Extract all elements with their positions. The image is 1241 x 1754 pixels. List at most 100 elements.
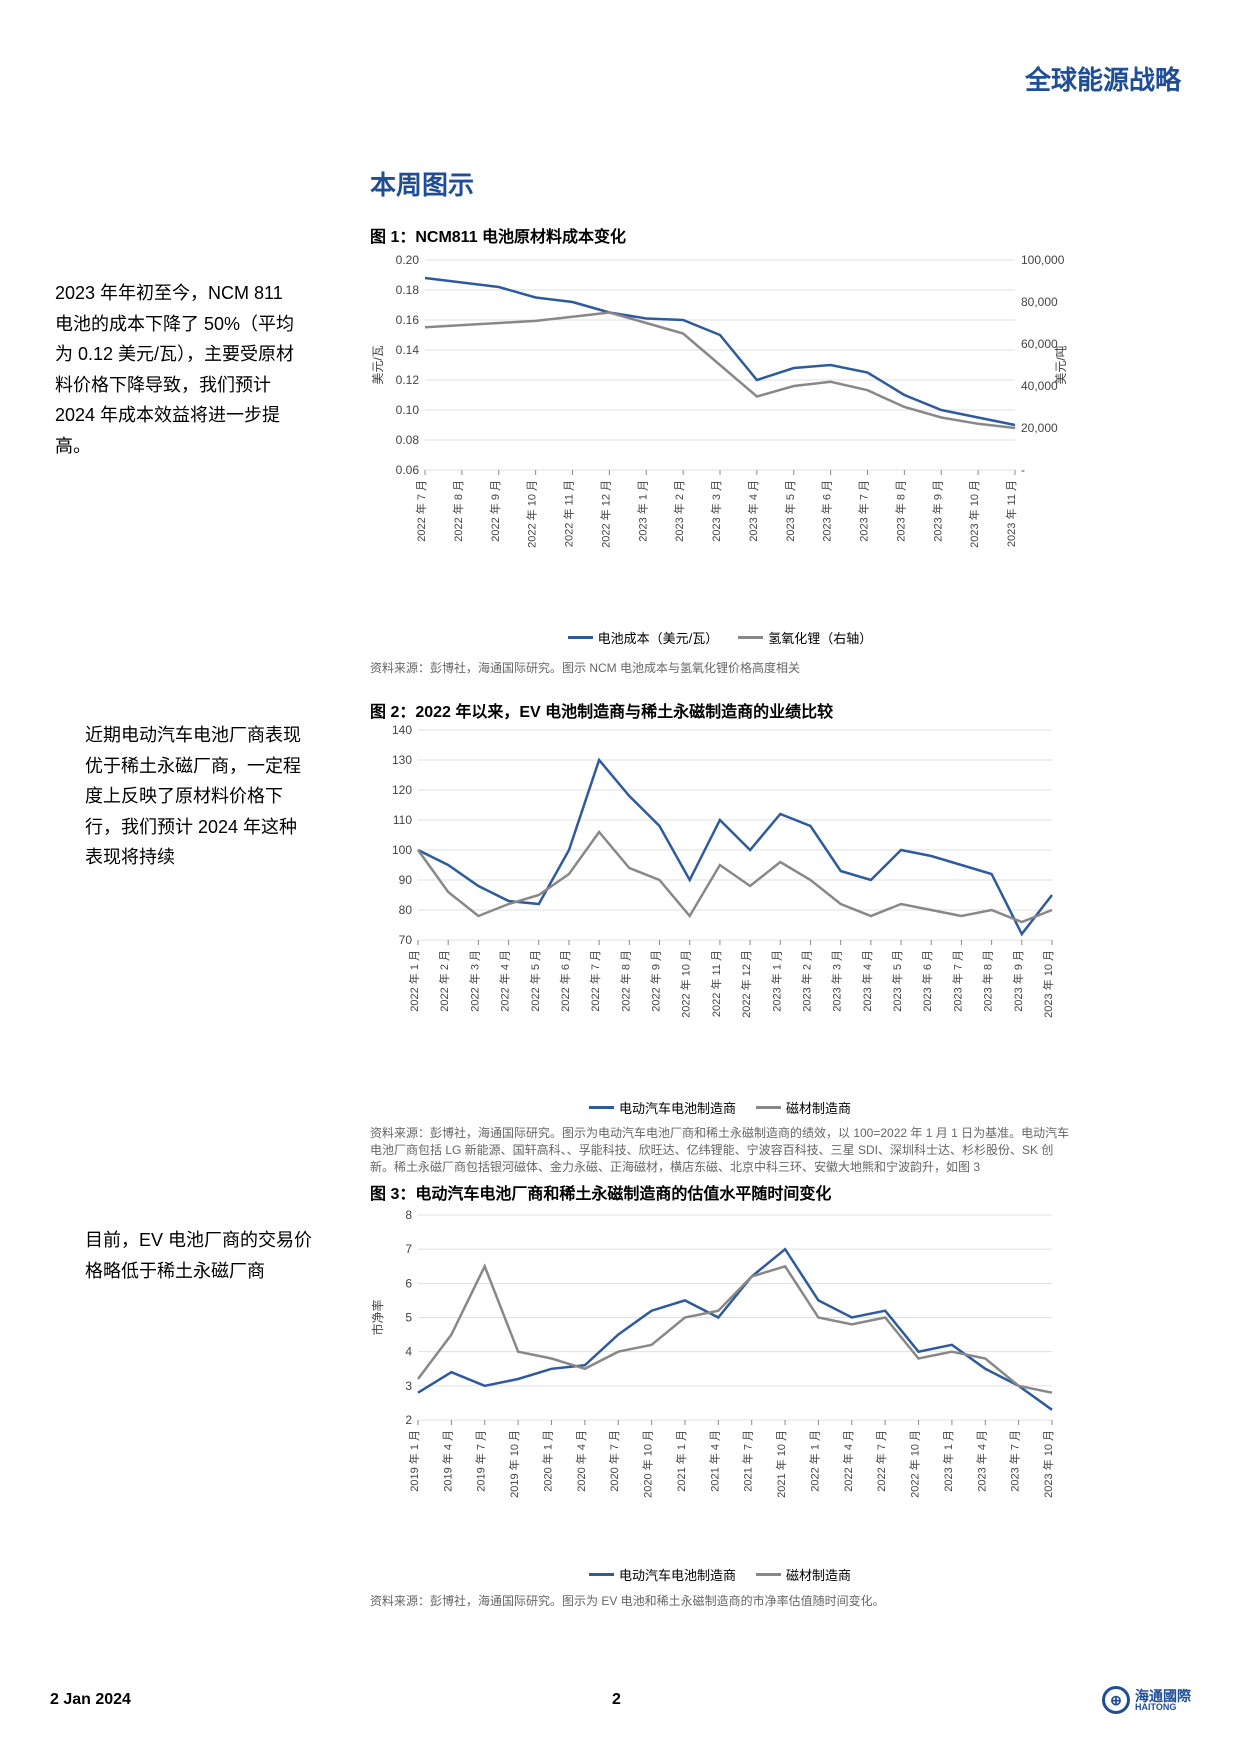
svg-text:4: 4	[405, 1345, 412, 1359]
fig2-chart: 7080901001101201301402022 年 1 月2022 年 2 …	[370, 720, 1070, 1055]
svg-text:2023 年 10 月: 2023 年 10 月	[967, 480, 981, 548]
fig1-source: 资料来源：彭博社，海通国际研究。图示 NCM 电池成本与氢氧化锂价格高度相关	[370, 660, 1070, 677]
svg-text:6: 6	[405, 1276, 412, 1290]
svg-text:2023 年 9 月: 2023 年 9 月	[1011, 950, 1025, 1012]
svg-text:2023 年 8 月: 2023 年 8 月	[893, 480, 907, 542]
svg-text:2020 年 7 月: 2020 年 7 月	[607, 1430, 621, 1492]
svg-text:2022 年 2 月: 2022 年 2 月	[437, 950, 451, 1012]
svg-text:2023 年 3 月: 2023 年 3 月	[830, 950, 844, 1012]
fig3-legend: 电动汽车电池制造商 磁材制造商	[480, 1565, 960, 1584]
svg-text:60,000: 60,000	[1021, 337, 1058, 351]
fig2-legend-item-2: 磁材制造商	[756, 1098, 851, 1117]
fig3-source: 资料来源：彭博社，海通国际研究。图示为 EV 电池和稀土永磁制造商的市净率估值随…	[370, 1593, 1070, 1610]
svg-text:2020 年 1 月: 2020 年 1 月	[540, 1430, 554, 1492]
svg-text:2022 年 10 月: 2022 年 10 月	[525, 480, 539, 548]
fig3-chart: 23456782019 年 1 月2019 年 4 月2019 年 7 月201…	[370, 1205, 1070, 1535]
svg-text:2021 年 1 月: 2021 年 1 月	[674, 1430, 688, 1492]
fig1-legend: 电池成本（美元/瓦） 氢氧化锂（右轴）	[480, 628, 960, 647]
svg-text:2023 年 7 月: 2023 年 7 月	[1008, 1430, 1022, 1492]
svg-text:110: 110	[393, 813, 412, 827]
svg-text:80,000: 80,000	[1021, 295, 1058, 309]
svg-text:3: 3	[405, 1379, 412, 1393]
side-note-2: 近期电动汽车电池厂商表现优于稀土永磁厂商，一定程度上反映了原材料价格下行，我们预…	[85, 720, 315, 873]
svg-text:2023 年 9 月: 2023 年 9 月	[930, 480, 944, 542]
fig1-chart: 0.06 0.08 0.10 0.12 0.14 0.16 0.18 0.20 - 20,000 4…	[370, 250, 1070, 585]
svg-text:2023 年 2 月: 2023 年 2 月	[672, 480, 686, 542]
page-footer: 2 Jan 2024 2 ⊕ 海通國際 HAITONG	[50, 1686, 1191, 1714]
fig1-title: 图 1：NCM811 电池原材料成本变化	[370, 223, 626, 247]
fig3-legend-item-2: 磁材制造商	[756, 1565, 851, 1584]
fig1-legend-item-1: 电池成本（美元/瓦）	[568, 628, 719, 647]
brand-logo: ⊕ 海通國際 HAITONG	[1102, 1686, 1191, 1714]
svg-text:0.16: 0.16	[396, 313, 420, 327]
svg-text:140: 140	[392, 723, 412, 737]
svg-text:2019 年 10 月: 2019 年 10 月	[507, 1430, 521, 1498]
svg-text:2023 年 3 月: 2023 年 3 月	[709, 480, 723, 542]
svg-text:0.20: 0.20	[396, 253, 420, 267]
svg-text:20,000: 20,000	[1021, 421, 1058, 435]
svg-text:0.08: 0.08	[396, 433, 420, 447]
svg-text:2022 年 1 月: 2022 年 1 月	[407, 950, 421, 1012]
svg-text:2019 年 4 月: 2019 年 4 月	[440, 1430, 454, 1492]
svg-text:2022 年 10 月: 2022 年 10 月	[679, 950, 693, 1018]
svg-text:5: 5	[405, 1311, 412, 1325]
svg-text:2022 年 12 月: 2022 年 12 月	[598, 480, 612, 548]
section-title: 本周图示	[370, 165, 474, 202]
svg-text:120: 120	[392, 783, 412, 797]
svg-text:130: 130	[392, 753, 412, 767]
svg-text:2022 年 1 月: 2022 年 1 月	[807, 1430, 821, 1492]
svg-text:2021 年 10 月: 2021 年 10 月	[774, 1430, 788, 1498]
svg-text:2022 年 5 月: 2022 年 5 月	[528, 950, 542, 1012]
fig3-legend-item-1: 电动汽车电池制造商	[589, 1565, 736, 1584]
logo-icon: ⊕	[1102, 1686, 1130, 1714]
svg-text:2023 年 11 月: 2023 年 11 月	[1004, 480, 1018, 547]
svg-text:2023 年 1 月: 2023 年 1 月	[635, 480, 649, 542]
brand-title: 全球能源战略	[1025, 60, 1181, 97]
svg-text:2021 年 7 月: 2021 年 7 月	[741, 1430, 755, 1492]
svg-text:0.06: 0.06	[396, 463, 420, 477]
svg-text:2020 年 4 月: 2020 年 4 月	[574, 1430, 588, 1492]
svg-text:2019 年 1 月: 2019 年 1 月	[407, 1430, 421, 1492]
svg-text:2023 年 4 月: 2023 年 4 月	[974, 1430, 988, 1492]
fig2-title: 图 2：2022 年以来，EV 电池制造商与稀土永磁制造商的业绩比较	[370, 698, 833, 722]
svg-text:2022 年 8 月: 2022 年 8 月	[451, 480, 465, 542]
svg-text:2023 年 2 月: 2023 年 2 月	[799, 950, 813, 1012]
fig2-source: 资料来源：彭博社，海通国际研究。图示为电动汽车电池厂商和稀土永磁制造商的绩效，以…	[370, 1125, 1070, 1175]
svg-text:2022 年 6 月: 2022 年 6 月	[558, 950, 572, 1012]
svg-text:8: 8	[405, 1208, 412, 1222]
svg-text:0.12: 0.12	[396, 373, 420, 387]
svg-text:40,000: 40,000	[1021, 379, 1058, 393]
svg-text:2022 年 10 月: 2022 年 10 月	[908, 1430, 922, 1498]
fig3-title: 图 3：电动汽车电池厂商和稀土永磁制造商的估值水平随时间变化	[370, 1180, 831, 1204]
svg-text:2023 年 5 月: 2023 年 5 月	[890, 950, 904, 1012]
svg-text:2023 年 6 月: 2023 年 6 月	[820, 480, 834, 542]
svg-text:0.18: 0.18	[396, 283, 420, 297]
svg-text:100,000: 100,000	[1021, 253, 1065, 267]
svg-text:80: 80	[399, 903, 413, 917]
fig2-legend-item-1: 电动汽车电池制造商	[589, 1098, 736, 1117]
svg-text:2022 年 7 月: 2022 年 7 月	[414, 480, 428, 542]
svg-text:2020 年 10 月: 2020 年 10 月	[641, 1430, 655, 1498]
svg-text:2023 年 6 月: 2023 年 6 月	[920, 950, 934, 1012]
svg-text:2021 年 4 月: 2021 年 4 月	[707, 1430, 721, 1492]
svg-text:2023 年 10 月: 2023 年 10 月	[1041, 1430, 1055, 1498]
svg-text:2: 2	[405, 1413, 412, 1427]
svg-text:2022 年 11 月: 2022 年 11 月	[562, 480, 576, 547]
svg-text:0.10: 0.10	[396, 403, 420, 417]
svg-text:市净率: 市净率	[370, 1299, 385, 1335]
svg-text:2023 年 4 月: 2023 年 4 月	[860, 950, 874, 1012]
svg-text:美元/吨: 美元/吨	[1054, 345, 1068, 384]
fig2-legend: 电动汽车电池制造商 磁材制造商	[480, 1098, 960, 1117]
svg-text:美元/瓦: 美元/瓦	[371, 345, 385, 384]
side-note-3: 目前，EV 电池厂商的交易价格略低于稀土永磁厂商	[85, 1225, 315, 1286]
svg-text:2022 年 7 月: 2022 年 7 月	[588, 950, 602, 1012]
fig1-legend-item-2: 氢氧化锂（右轴）	[738, 628, 872, 647]
svg-text:90: 90	[399, 873, 413, 887]
footer-page: 2	[612, 1691, 621, 1709]
side-note-1: 2023 年年初至今，NCM 811 电池的成本下降了 50%（平均为 0.12…	[55, 278, 305, 462]
svg-text:0.14: 0.14	[396, 343, 420, 357]
footer-date: 2 Jan 2024	[50, 1691, 131, 1709]
svg-text:2023 年 5 月: 2023 年 5 月	[783, 480, 797, 542]
svg-text:-: -	[1021, 463, 1025, 477]
svg-text:2023 年 7 月: 2023 年 7 月	[950, 950, 964, 1012]
